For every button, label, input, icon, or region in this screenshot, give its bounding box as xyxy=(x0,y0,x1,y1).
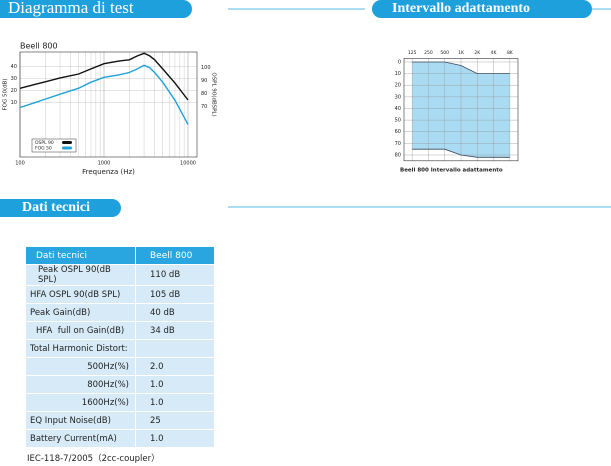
y2-tick-label: 90 xyxy=(201,78,207,84)
plot-frame xyxy=(19,51,198,158)
y-tick-label: 10 xyxy=(11,100,17,106)
legend-swatch xyxy=(62,146,72,150)
cell: 25 xyxy=(135,411,215,430)
tab xyxy=(0,0,192,18)
cell: HFA OSPL 90(dB SPL) xyxy=(25,285,136,304)
y-tick-label: 80 xyxy=(395,152,401,158)
cell xyxy=(135,339,215,358)
cell: 1600Hz(%) xyxy=(25,393,136,412)
cell: 1.0 xyxy=(135,375,215,394)
y-tick-label: 20 xyxy=(11,88,17,94)
tab xyxy=(0,199,121,217)
chart-title: Beell 800 xyxy=(20,42,58,51)
data-line xyxy=(19,52,189,101)
x-axis-label: Frequenza (Hz) xyxy=(82,168,135,176)
data-line xyxy=(19,64,189,125)
cell: EQ Input Noise(dB) xyxy=(25,411,136,430)
y2-tick-label: 70 xyxy=(201,104,207,110)
legend-label: FOG 50 xyxy=(35,146,52,152)
cell: 110 dB xyxy=(135,264,215,286)
cell: Battery Current(mA) xyxy=(25,429,136,448)
y-axis-label: FOG 50(dB) xyxy=(3,78,9,110)
section-title: Dati tecnici xyxy=(22,200,90,215)
cell: 1.0 xyxy=(135,393,215,412)
y-tick-label: 50 xyxy=(395,118,401,124)
y-tick-label: 20 xyxy=(395,83,401,89)
y-tick-label: 30 xyxy=(11,76,17,82)
y-tick-label: 60 xyxy=(395,129,401,135)
x-tick-label: 1K xyxy=(458,50,465,56)
x-tick-label: 125 xyxy=(408,50,417,56)
table-header: Beell 800 xyxy=(135,246,215,265)
cell: 34 dB xyxy=(135,321,215,340)
cell: 2.0 xyxy=(135,357,215,376)
y2-tick-label: 100 xyxy=(201,65,211,71)
tab xyxy=(372,0,592,18)
range-area xyxy=(493,73,510,158)
cell: Peak Gain(dB) xyxy=(25,303,136,322)
range-area xyxy=(428,61,445,150)
x-tick-label: 4K xyxy=(491,50,498,56)
x-tick-label: 500 xyxy=(440,50,449,56)
legend-swatch xyxy=(62,141,72,144)
cell: 500Hz(%) xyxy=(25,357,136,376)
y-tick-label: 10 xyxy=(395,71,401,77)
range-area xyxy=(412,61,429,150)
plot-frame xyxy=(403,58,519,162)
section-title: Diagramma di test xyxy=(8,0,134,17)
y-tick-label: 40 xyxy=(395,106,401,112)
x-tick-label: 250 xyxy=(424,50,433,56)
range-area xyxy=(477,73,494,158)
cell: 40 dB xyxy=(135,303,215,322)
x-tick-label: 100 xyxy=(15,161,25,167)
range-boundary xyxy=(412,148,510,158)
y2-tick-label: 80 xyxy=(201,91,207,97)
range-boundary xyxy=(412,61,510,74)
x-tick-label: 2K xyxy=(474,50,481,56)
section-title: Intervallo adattamento xyxy=(392,1,530,16)
y-tick-label: 40 xyxy=(11,64,17,70)
range-area xyxy=(461,65,478,158)
cell: Total Harmonic Distort: xyxy=(25,339,136,358)
cell: 105 dB xyxy=(135,285,215,304)
y2-axis-label: OSPL 90(dBSPL) xyxy=(211,72,217,116)
cell: 1.0 xyxy=(135,429,215,448)
cell: 800Hz(%) xyxy=(25,375,136,394)
spec-table: Dati tecnici Beell 800 Peak OSPL 90(dB SP… xyxy=(25,246,215,448)
cell: Peak OSPL 90(dB SPL) xyxy=(25,264,136,286)
x-tick-label: 10000 xyxy=(180,161,196,167)
y-tick-label: 70 xyxy=(395,141,401,147)
table-header: Dati tecnici xyxy=(25,246,136,265)
cell: HFA full on Gain(dB) xyxy=(25,321,136,340)
y-tick-label: 30 xyxy=(395,94,401,100)
x-tick-label: 8K xyxy=(507,50,514,56)
chart-caption: Beell 800 Intervallo adattamento xyxy=(400,167,503,173)
legend-label: OSPL 90 xyxy=(35,140,54,146)
y-tick-label: 0 xyxy=(398,59,401,65)
x-tick-label: 1000 xyxy=(98,161,111,167)
note: IEC-118-7/2005（2cc-coupler） xyxy=(27,454,160,464)
